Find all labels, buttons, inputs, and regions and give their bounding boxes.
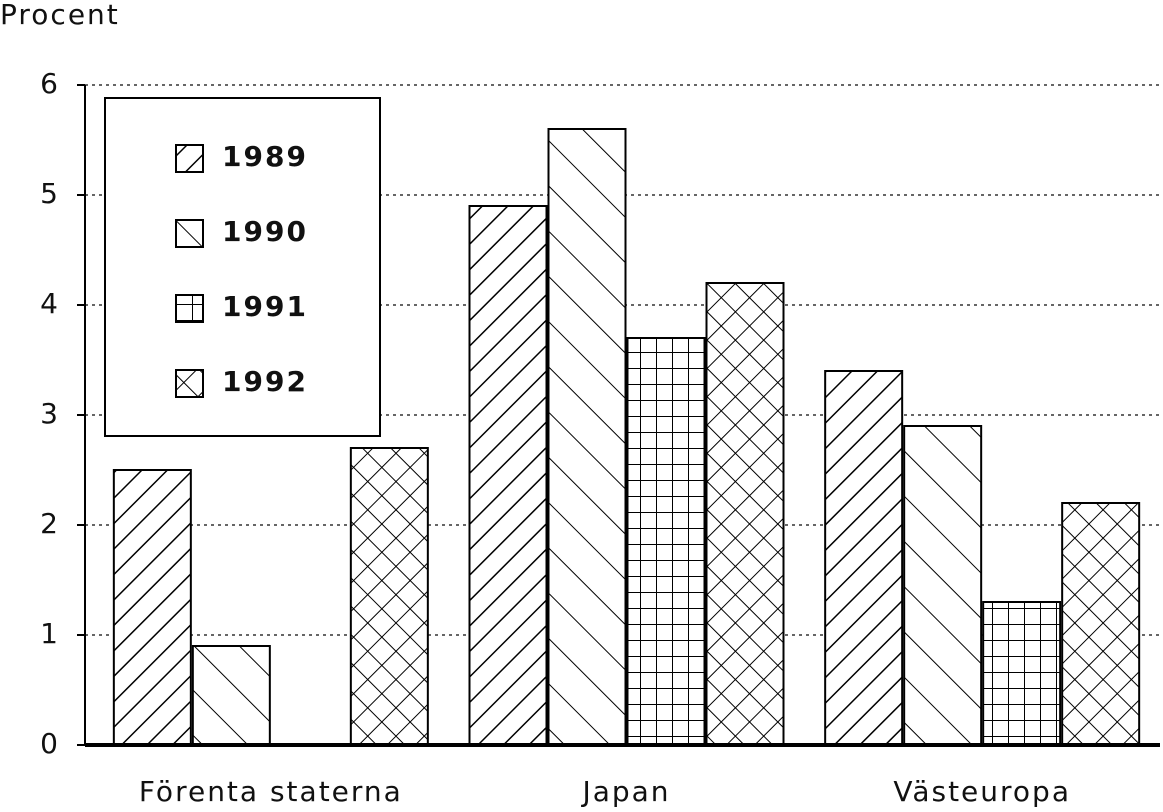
legend-swatch: [175, 144, 204, 173]
y-axis-label: Procent: [0, 0, 120, 31]
y-tick-label: 6: [40, 67, 60, 100]
y-tick-label: 5: [40, 177, 60, 210]
bar: [824, 370, 904, 746]
bar: [547, 128, 627, 746]
bar: [191, 645, 271, 746]
y-tick-label: 0: [40, 727, 60, 760]
bar: [705, 282, 785, 746]
legend-swatch: [175, 219, 204, 248]
bar: [982, 601, 1062, 746]
bar: [349, 447, 429, 746]
legend-label: 1990: [222, 215, 308, 248]
x-tick-label: Japan: [580, 775, 670, 808]
legend-label: 1991: [222, 290, 308, 323]
legend-label: 1992: [222, 365, 308, 398]
bar: [626, 337, 706, 746]
bar: [903, 425, 983, 746]
y-tick-label: 2: [40, 507, 60, 540]
legend-box: [104, 97, 381, 437]
bar: [1061, 502, 1141, 746]
x-tick-label: Västeuropa: [893, 775, 1071, 808]
y-tick-label: 4: [40, 287, 60, 320]
bar: [468, 205, 548, 746]
x-tick-label: Förenta staterna: [139, 775, 403, 808]
bar: [112, 469, 192, 746]
y-tick-label: 3: [40, 397, 60, 430]
y-tick-label: 1: [40, 617, 60, 650]
legend-swatch: [175, 294, 204, 323]
legend-label: 1989: [222, 140, 308, 173]
legend-swatch: [175, 369, 204, 398]
